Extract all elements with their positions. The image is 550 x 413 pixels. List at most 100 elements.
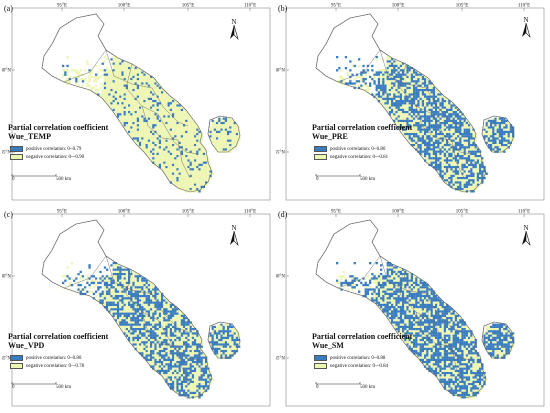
raster-cell [165,104,168,107]
raster-cell [191,124,195,127]
raster-cell [117,299,120,302]
raster-cell [189,334,192,337]
raster-cell [136,130,140,134]
raster-cell [103,303,107,307]
raster-cell [145,135,148,138]
raster-cell [233,124,236,127]
raster-cell [229,325,232,329]
raster-cell [397,64,400,68]
raster-cell [415,91,418,94]
raster-cell [421,152,425,156]
raster-cell [66,69,69,72]
raster-cell [90,290,93,293]
raster-cell [501,119,504,123]
raster-cell [432,115,436,118]
raster-cell [103,301,107,304]
raster-cell [231,135,234,138]
raster-cell [194,188,197,191]
raster-cell [145,89,148,92]
raster-cell [125,290,129,293]
raster-cell [106,292,109,296]
raster-cell [169,106,173,109]
raster-cell [117,71,120,74]
raster-cell [165,319,168,322]
raster-cell [224,141,228,145]
raster-cell [408,124,411,127]
raster-cell [147,122,151,125]
raster-cell [448,111,451,114]
raster-cell [132,80,135,83]
raster-cell [382,97,385,101]
raster-cell [388,82,392,85]
raster-cell [358,75,361,79]
raster-cell [435,157,438,160]
raster-cell [202,166,206,169]
raster-cell [158,144,162,147]
raster-cell [474,181,477,184]
raster-cell [147,102,151,105]
raster-cell [185,155,188,158]
east-border [207,115,241,153]
raster-cell [106,297,109,300]
raster-cell [121,323,124,326]
raster-cell [114,108,118,112]
raster-cell [430,89,433,92]
raster-cell [134,339,137,342]
raster-cell [450,179,453,182]
raster-cell [108,75,111,79]
raster-cell [209,343,212,346]
raster-cell [112,89,115,92]
raster-cell [176,325,179,329]
raster-cell [123,306,126,309]
raster-cell [450,108,453,112]
raster-cell [344,82,348,85]
raster-cell [452,106,455,109]
raster-cell [174,314,177,318]
raster-cell [130,306,133,309]
raster-cell [235,341,239,344]
raster-cell [152,301,155,304]
raster-cell [205,152,208,156]
raster-cell [377,78,381,81]
raster-cell [426,106,429,109]
raster-cell [454,144,458,147]
raster-cell [443,172,447,175]
raster-cell [187,119,190,123]
raster-cell [174,100,177,103]
raster-cell [229,334,232,337]
raster-cell [158,119,162,123]
raster-cell [121,290,124,293]
raster-cell [402,100,405,103]
raster-cell [156,89,159,92]
raster-cell [106,290,109,293]
raster-cell [384,91,387,94]
raster-cell [187,339,190,342]
raster-cell [222,139,225,142]
raster-cell [395,122,398,125]
raster-cell [150,297,153,300]
raster-cell [410,71,414,74]
raster-cell [448,166,451,169]
raster-cell [128,67,131,70]
raster-cell [220,122,223,125]
raster-cell [163,321,166,324]
raster-cell [154,115,157,118]
raster-cell [209,339,212,342]
raster-cell [152,339,155,342]
raster-cell [472,157,475,160]
raster-cell [169,334,173,337]
raster-cell [121,93,124,96]
raster-cell [492,141,495,145]
raster-cell [145,319,148,322]
raster-cell [156,290,159,293]
raster-cell [167,135,170,138]
raster-cell [393,62,396,65]
raster-cell [154,343,157,346]
raster-cell [216,339,219,342]
raster-cell [187,133,190,136]
raster-cell [391,89,394,92]
raster-cell [470,179,473,182]
raster-cell [110,312,113,315]
raster-cell [417,137,420,140]
raster-cell [125,284,129,287]
